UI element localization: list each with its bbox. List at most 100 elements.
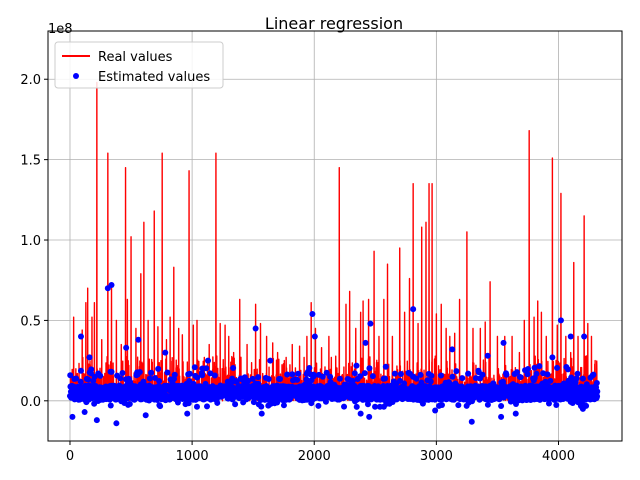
- estimated-value-point: [590, 371, 597, 378]
- x-tick-label: 2000: [298, 449, 331, 464]
- estimated-value-point: [366, 365, 373, 372]
- estimated-value-point: [594, 388, 601, 395]
- estimated-value-point: [203, 365, 210, 372]
- estimated-value-point: [136, 369, 143, 376]
- estimated-value-outlier: [77, 333, 84, 340]
- estimated-value-outlier: [135, 336, 142, 343]
- estimated-value-point: [289, 371, 296, 378]
- estimated-value-point: [531, 364, 538, 371]
- estimated-value-point: [364, 401, 371, 408]
- estimated-value-point: [401, 380, 408, 387]
- estimated-value-point: [232, 401, 239, 408]
- estimated-value-point: [284, 371, 291, 378]
- estimated-value-point: [194, 374, 201, 381]
- axes-frame: [47, 30, 623, 442]
- estimated-value-point: [503, 371, 510, 378]
- estimated-value-point: [97, 372, 104, 379]
- estimated-value-point: [255, 374, 262, 381]
- estimated-value-point: [156, 377, 163, 384]
- estimated-value-outlier: [512, 410, 519, 417]
- estimated-value-point: [77, 367, 84, 374]
- estimated-value-point: [438, 372, 445, 379]
- estimated-value-point: [204, 403, 211, 410]
- estimated-value-outlier: [204, 357, 211, 364]
- y-tick-label: 1.0: [20, 234, 41, 249]
- x-tick-label: 4000: [542, 449, 575, 464]
- estimated-value-outlier: [113, 420, 120, 427]
- estimated-value-point: [524, 366, 531, 373]
- estimated-value-outlier: [81, 409, 88, 416]
- estimated-value-point: [295, 370, 302, 377]
- estimated-value-point: [553, 402, 560, 409]
- estimated-value-point: [155, 365, 162, 372]
- estimated-value-point: [459, 375, 466, 382]
- estimated-value-point: [245, 377, 252, 384]
- estimated-value-point: [327, 373, 334, 380]
- chart-title: Linear regression: [265, 14, 403, 33]
- estimated-value-point: [211, 372, 218, 379]
- estimated-value-point: [164, 369, 171, 376]
- estimated-value-point: [579, 375, 586, 382]
- estimated-value-outlier: [142, 412, 149, 419]
- estimated-value-point: [323, 369, 330, 376]
- estimated-value-point: [67, 372, 74, 379]
- estimated-value-outlier: [267, 357, 274, 364]
- estimated-value-point: [351, 370, 358, 377]
- estimated-value-point: [157, 403, 164, 410]
- estimated-value-point: [593, 380, 600, 387]
- estimated-value-outlier: [449, 346, 456, 353]
- legend: Real values Estimated values: [54, 41, 224, 89]
- estimated-value-point: [190, 380, 197, 387]
- estimated-value-point: [336, 375, 343, 382]
- estimated-value-outlier: [86, 354, 93, 361]
- estimated-value-point: [73, 375, 80, 382]
- estimated-value-point: [349, 377, 356, 384]
- estimated-value-point: [361, 370, 368, 377]
- estimated-value-point: [438, 401, 445, 408]
- estimated-value-point: [574, 370, 581, 377]
- estimated-value-outlier: [357, 410, 364, 417]
- estimated-value-point: [258, 403, 265, 410]
- legend-box: [54, 41, 224, 89]
- estimated-value-outlier: [484, 352, 491, 359]
- estimated-value-point: [126, 400, 133, 407]
- estimated-value-point: [85, 376, 92, 383]
- estimated-value-point: [427, 378, 434, 385]
- legend-estimated-values-marker: [73, 73, 79, 79]
- estimated-value-point: [449, 373, 456, 380]
- estimated-value-point: [315, 402, 322, 409]
- estimated-value-outlier: [410, 306, 417, 313]
- y-offset-text: 1e8: [48, 22, 73, 37]
- estimated-value-point: [382, 363, 389, 370]
- estimated-value-point: [199, 372, 206, 379]
- estimated-value-outlier: [184, 410, 191, 417]
- estimated-value-point: [554, 364, 561, 371]
- estimated-value-outlier: [500, 339, 507, 346]
- estimated-value-outlier: [366, 413, 373, 420]
- estimated-values-series: [66, 282, 601, 427]
- x-tick-label: 0: [66, 449, 74, 464]
- y-tick-label: 2.0: [20, 73, 41, 88]
- estimated-value-point: [265, 376, 272, 383]
- estimated-value-point: [484, 401, 491, 408]
- estimated-value-point: [544, 371, 551, 378]
- estimated-value-point: [230, 365, 237, 372]
- estimated-value-point: [369, 373, 376, 380]
- estimated-value-point: [319, 373, 326, 380]
- estimated-value-point: [341, 403, 348, 410]
- estimated-value-outlier: [162, 349, 169, 356]
- estimated-value-outlier: [581, 333, 588, 340]
- estimated-value-point: [186, 370, 193, 377]
- estimated-value-point: [148, 369, 155, 376]
- estimated-value-point: [294, 376, 301, 383]
- estimated-value-point: [498, 403, 505, 410]
- estimated-value-outlier: [258, 410, 265, 417]
- estimated-value-point: [214, 399, 221, 406]
- estimated-value-outlier: [579, 405, 586, 412]
- estimated-value-point: [117, 375, 124, 382]
- y-axis: 0.0 0.5 1.0 1.5 2.0: [20, 73, 48, 410]
- estimated-value-outlier: [367, 320, 374, 327]
- y-tick-label: 0.5: [20, 314, 41, 329]
- estimated-value-point: [108, 368, 115, 375]
- estimated-value-outlier: [557, 317, 564, 324]
